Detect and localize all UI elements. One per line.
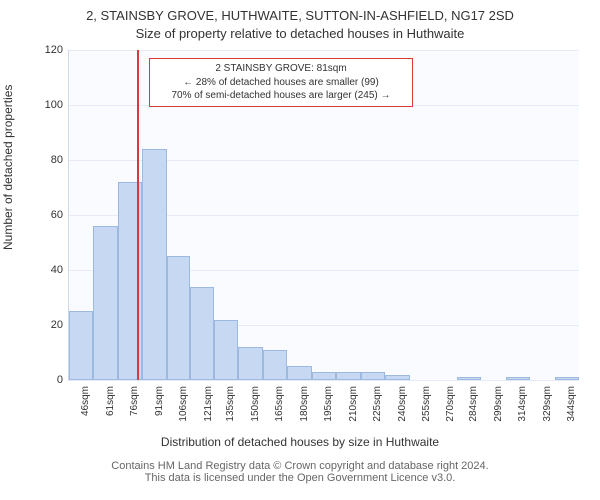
histogram-bar (312, 372, 336, 380)
x-axis-label: Distribution of detached houses by size … (0, 435, 600, 449)
y-tick-label: 60 (51, 209, 63, 221)
reference-line (137, 50, 139, 380)
plot-area: 02040608010012046sqm61sqm76sqm91sqm106sq… (68, 50, 579, 381)
y-tick-label: 20 (51, 319, 63, 331)
chart-container: 2, STAINSBY GROVE, HUTHWAITE, SUTTON-IN-… (0, 0, 600, 500)
histogram-bar (93, 226, 117, 380)
chart-title-address: 2, STAINSBY GROVE, HUTHWAITE, SUTTON-IN-… (0, 8, 600, 23)
y-tick-label: 100 (45, 99, 63, 111)
histogram-bar (214, 320, 238, 381)
histogram-bar (361, 372, 385, 380)
histogram-bar (555, 377, 579, 380)
annotation-line: ← 28% of detached houses are smaller (99… (156, 76, 406, 90)
y-tick-label: 120 (45, 44, 63, 56)
annotation-box: 2 STAINSBY GROVE: 81sqm← 28% of detached… (149, 58, 413, 107)
histogram-bar (238, 347, 262, 380)
histogram-bar (385, 375, 409, 381)
gridline-h (69, 380, 579, 381)
gridline-h (69, 50, 579, 51)
histogram-bar (263, 350, 287, 380)
histogram-bar (142, 149, 166, 380)
annotation-line: 70% of semi-detached houses are larger (… (156, 89, 406, 103)
histogram-bar (167, 256, 190, 380)
y-tick-label: 80 (51, 154, 63, 166)
y-axis-label: Number of detached properties (1, 85, 15, 250)
histogram-bar (69, 311, 93, 380)
y-tick-label: 40 (51, 264, 63, 276)
footer-attribution: Contains HM Land Registry data © Crown c… (0, 460, 600, 484)
histogram-bar (287, 366, 311, 380)
y-tick-label: 0 (57, 374, 63, 386)
annotation-line: 2 STAINSBY GROVE: 81sqm (156, 62, 406, 76)
histogram-bar (457, 377, 481, 380)
chart-subtitle: Size of property relative to detached ho… (0, 26, 600, 41)
histogram-bar (506, 377, 530, 380)
histogram-bar (190, 287, 214, 381)
histogram-bar (336, 372, 360, 380)
